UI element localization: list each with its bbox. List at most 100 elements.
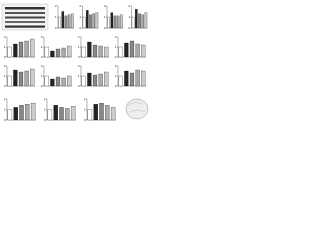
bar <box>18 41 24 58</box>
bar <box>81 46 86 58</box>
y-tick-label: 2 <box>55 4 57 8</box>
bar <box>7 46 12 58</box>
bar <box>59 107 64 121</box>
bar <box>70 106 76 121</box>
bar <box>120 14 123 29</box>
bar <box>141 44 146 58</box>
blot-band <box>5 16 45 19</box>
bar <box>61 11 65 29</box>
bar <box>61 77 66 87</box>
bar <box>135 43 140 58</box>
y-tick-label: 0 <box>115 55 117 59</box>
bar <box>92 13 95 29</box>
bar <box>95 12 99 29</box>
bar <box>82 16 86 29</box>
bar <box>99 103 104 121</box>
bar <box>24 40 29 58</box>
bar <box>98 73 103 87</box>
brain-detail <box>127 102 146 113</box>
bar <box>67 45 72 58</box>
y-tick-label: 2 <box>78 64 80 68</box>
bar <box>13 69 18 87</box>
bar <box>7 109 13 121</box>
bar <box>107 16 110 29</box>
bar <box>93 104 98 121</box>
y-tick-label: 2 <box>41 35 43 39</box>
bar <box>110 12 114 29</box>
bar <box>64 15 68 29</box>
y-tick-label: 1 <box>128 15 130 19</box>
bar <box>118 46 123 58</box>
bar <box>87 41 92 58</box>
figure: 0 1 2 0 1 2 0 1 2 0 1 2 0 1 2 0 1 2 0 1 2 0 1 2 0 1 2 0 1 2 0 1 2 0 1 2 0 1 2 0… <box>1 4 149 122</box>
y-tick-label: 2 <box>84 97 86 101</box>
y-tick-label: 0 <box>4 55 6 59</box>
bar <box>47 109 53 121</box>
y-tick-label: 1 <box>78 74 80 78</box>
bar <box>71 13 74 29</box>
bar <box>55 48 61 58</box>
y-tick-label: 0 <box>55 26 57 30</box>
bar <box>129 40 135 58</box>
y-tick-label: 1 <box>104 15 106 19</box>
bar <box>24 70 29 87</box>
y-tick-label: 1 <box>4 74 6 78</box>
bar <box>110 107 116 121</box>
bar <box>98 45 103 58</box>
y-tick-label: 0 <box>4 118 6 122</box>
bar <box>61 47 66 58</box>
bar <box>138 13 141 29</box>
y-tick-label: 2 <box>4 35 6 39</box>
bar <box>124 70 129 87</box>
brain-outline <box>125 98 149 120</box>
bar <box>141 70 146 87</box>
bar <box>87 72 92 87</box>
bar <box>116 15 120 29</box>
bar <box>65 108 70 121</box>
y-tick-label: 1 <box>115 74 117 78</box>
y-tick-label: 1 <box>84 107 86 111</box>
bar <box>144 12 148 29</box>
page: 0 1 2 0 1 2 0 1 2 0 1 2 0 1 2 0 1 2 0 1 2 0 1 2 0 1 2 0 1 2 0 1 2 0 1 2 0 1 2 0… <box>1 3 149 122</box>
bar <box>89 14 92 29</box>
y-tick-label: 0 <box>44 118 46 122</box>
bar <box>58 16 61 29</box>
bar <box>104 71 109 87</box>
bar <box>86 10 89 29</box>
y-tick-label: 0 <box>104 26 106 30</box>
bar <box>113 15 117 29</box>
bar <box>92 74 98 87</box>
bar <box>25 104 30 121</box>
y-tick-label: 1 <box>78 45 80 49</box>
y-tick-label: 0 <box>78 55 80 59</box>
blot-band <box>5 21 45 23</box>
y-tick-label: 2 <box>115 35 117 39</box>
bar <box>124 42 129 58</box>
y-tick-label: 1 <box>55 15 57 19</box>
bar <box>141 14 144 29</box>
bar <box>81 75 86 87</box>
bar <box>19 105 24 121</box>
y-tick-label: 0 <box>78 84 80 88</box>
y-tick-label: 2 <box>44 97 46 101</box>
y-tick-label: 0 <box>115 84 117 88</box>
bar <box>87 109 93 121</box>
bar <box>67 14 71 29</box>
bar <box>13 43 18 58</box>
y-tick-label: 2 <box>79 4 81 8</box>
y-tick-label: 2 <box>128 4 130 8</box>
bar <box>104 46 109 58</box>
y-tick-label: 1 <box>79 15 81 19</box>
brain-image <box>125 98 149 120</box>
y-tick-label: 2 <box>115 64 117 68</box>
bar <box>18 71 24 87</box>
bar <box>50 50 55 58</box>
bar <box>131 16 135 29</box>
blot-band <box>5 7 45 10</box>
bar <box>50 78 55 87</box>
y-tick-label: 1 <box>4 45 6 49</box>
bar <box>118 75 123 87</box>
bar <box>67 75 72 87</box>
y-tick-label: 0 <box>4 84 6 88</box>
bar <box>30 68 35 87</box>
